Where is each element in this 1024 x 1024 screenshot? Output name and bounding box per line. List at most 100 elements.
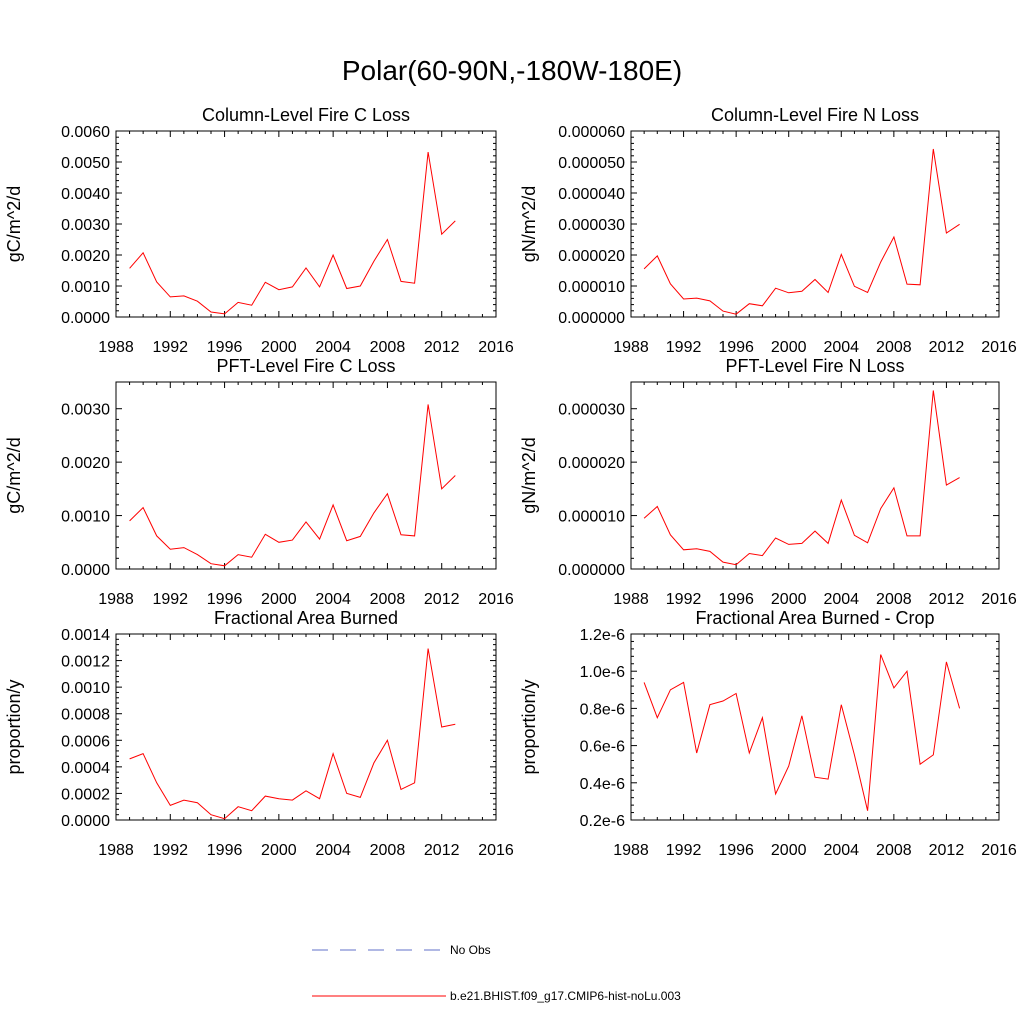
panel-2-ylabel: gN/m^2/d — [519, 186, 539, 262]
panel-5-ylabel: proportion/y — [4, 679, 24, 774]
panel-2-ytick-label: 0.000010 — [558, 279, 625, 296]
panel-2-frame — [630, 130, 1000, 318]
panel-3-ytick-label: 0.0010 — [61, 509, 110, 526]
panel-3-ylabel: gC/m^2/d — [4, 437, 24, 513]
panel-1-ytick-label: 0.0030 — [61, 217, 110, 234]
panel-1-xtick-label: 1992 — [152, 339, 188, 356]
panel-3-ytick-label: 0.0020 — [61, 455, 110, 472]
panel-1-ytick-label: 0.0050 — [61, 155, 110, 172]
panel-1-ylabel: gC/m^2/d — [4, 186, 24, 262]
panel-6-ytick-label: 0.6e-6 — [580, 739, 625, 756]
panel-4-ytick-label: 0.000010 — [558, 509, 625, 526]
panel-2-xtick-label: 2004 — [823, 339, 859, 356]
panel-2-ytick-label: 0.000000 — [558, 310, 625, 327]
legend-label-model: b.e21.BHIST.f09_g17.CMIP6-hist-noLu.003 — [450, 989, 681, 1003]
panel-1-title: Column-Level Fire C Loss — [202, 105, 410, 125]
panel-1-xtick-label: 2004 — [315, 339, 351, 356]
panel-4-xtick-label: 2012 — [929, 591, 965, 608]
panel-2-xtick-label: 1988 — [613, 339, 649, 356]
panel-5-xtick-label: 2004 — [315, 842, 351, 859]
legend-line-model — [312, 995, 446, 997]
panel-5-xtick-label: 2008 — [370, 842, 406, 859]
panel-1-ytick-label: 0.0040 — [61, 186, 110, 203]
panel-4-xtick-label: 2008 — [876, 591, 912, 608]
panel-6-xtick-label: 2004 — [823, 842, 859, 859]
panel-5-ytick-label: 0.0014 — [61, 627, 110, 644]
panel-3-xtick-label: 2008 — [370, 591, 406, 608]
panel-2-title: Column-Level Fire N Loss — [711, 105, 919, 125]
panel-5-xtick-label: 2012 — [424, 842, 460, 859]
panel-4-xtick-label: 1988 — [613, 591, 649, 608]
panel-6-ytick-label: 0.4e-6 — [580, 776, 625, 793]
panel-4-series-line-1 — [643, 390, 960, 566]
panel-5-ytick-label: 0.0006 — [61, 733, 110, 750]
panel-6-xtick-label: 2012 — [929, 842, 965, 859]
panel-6-xtick-label: 1992 — [666, 842, 702, 859]
panel-2-xtick-label: 2012 — [929, 339, 965, 356]
panel-6-ytick-label: 0.2e-6 — [580, 813, 625, 830]
panel-4-xtick-label: 2016 — [981, 591, 1017, 608]
panel-4-frame — [630, 381, 1000, 570]
panel-6-xtick-label: 1996 — [718, 842, 754, 859]
panel-1-xtick-label: 2008 — [370, 339, 406, 356]
panel-5-ytick-label: 0.0008 — [61, 707, 110, 724]
panel-2-ytick-label: 0.000040 — [558, 186, 625, 203]
panel-6-xtick-label: 2000 — [771, 842, 807, 859]
panel-3-xtick-label: 2012 — [424, 591, 460, 608]
panel-2-xtick-label: 2008 — [876, 339, 912, 356]
panel-2-series-line-1 — [643, 148, 960, 315]
panel-4-ytick-label: 0.000000 — [558, 562, 625, 579]
panel-2-ytick-label: 0.000030 — [558, 217, 625, 234]
panel-3-xtick-label: 2016 — [478, 591, 514, 608]
panel-2-xtick-label: 2000 — [771, 339, 807, 356]
panel-3-ytick-label: 0.0000 — [61, 562, 110, 579]
panel-1-ytick-label: 0.0000 — [61, 310, 110, 327]
panel-1-xtick-label: 2016 — [478, 339, 514, 356]
panel-3-xtick-label: 1988 — [98, 591, 134, 608]
panel-2-ytick-label: 0.000050 — [558, 155, 625, 172]
panel-5-title: Fractional Area Burned — [214, 608, 398, 628]
panel-5-ytick-label: 0.0000 — [61, 813, 110, 830]
page-title: Polar(60-90N,-180W-180E) — [341, 55, 683, 86]
panel-3-frame — [115, 381, 497, 570]
panel-5-xtick-label: 1996 — [207, 842, 243, 859]
panel-1-xtick-label: 1988 — [98, 339, 134, 356]
panel-1-xtick-label: 1996 — [207, 339, 243, 356]
panel-3-xtick-label: 2000 — [261, 591, 297, 608]
panel-3-xtick-label: 2004 — [315, 591, 351, 608]
panel-2-xtick-label: 1996 — [718, 339, 754, 356]
panel-1-series-line-1 — [129, 152, 456, 315]
panel-6-ytick-label: 1.2e-6 — [580, 627, 625, 644]
panel-5-xtick-label: 1988 — [98, 842, 134, 859]
panel-1-xtick-label: 2012 — [424, 339, 460, 356]
panel-5-ytick-label: 0.0012 — [61, 654, 110, 671]
panel-5-ytick-label: 0.0004 — [61, 760, 110, 777]
panel-4-xtick-label: 2004 — [823, 591, 859, 608]
panel-4-title: PFT-Level Fire N Loss — [725, 356, 904, 376]
legend-label-no-obs: No Obs — [450, 943, 491, 957]
panel-1-ytick-label: 0.0020 — [61, 248, 110, 265]
panel-6-frame — [630, 633, 1000, 821]
panel-4-xtick-label: 2000 — [771, 591, 807, 608]
panel-1-ytick-label: 0.0010 — [61, 279, 110, 296]
panel-6-xtick-label: 2008 — [876, 842, 912, 859]
panel-1-ytick-label: 0.0060 — [61, 124, 110, 141]
panel-6-xtick-label: 2016 — [981, 842, 1017, 859]
panel-6-ytick-label: 1.0e-6 — [580, 664, 625, 681]
legend-line-no-obs — [312, 949, 446, 951]
panel-4-ytick-label: 0.000020 — [558, 455, 625, 472]
panel-4-xtick-label: 1996 — [718, 591, 754, 608]
panel-1-xtick-label: 2000 — [261, 339, 297, 356]
panel-4-xtick-label: 1992 — [666, 591, 702, 608]
panel-1-frame — [115, 130, 497, 318]
panel-2-ytick-label: 0.000060 — [558, 124, 625, 141]
panel-4-ylabel: gN/m^2/d — [519, 437, 539, 513]
panel-6-ylabel: proportion/y — [519, 679, 539, 774]
panel-4-ytick-label: 0.000030 — [558, 402, 625, 419]
panel-3-series-line-1 — [129, 404, 456, 567]
panel-3-title: PFT-Level Fire C Loss — [216, 356, 395, 376]
panel-5-ytick-label: 0.0010 — [61, 680, 110, 697]
panel-3-xtick-label: 1992 — [152, 591, 188, 608]
chart-panels: 1988 1992 1996 2000 2004 2008 2012 2016 0.0000 0.… — [4, 105, 1017, 859]
panel-5-frame — [115, 633, 497, 821]
